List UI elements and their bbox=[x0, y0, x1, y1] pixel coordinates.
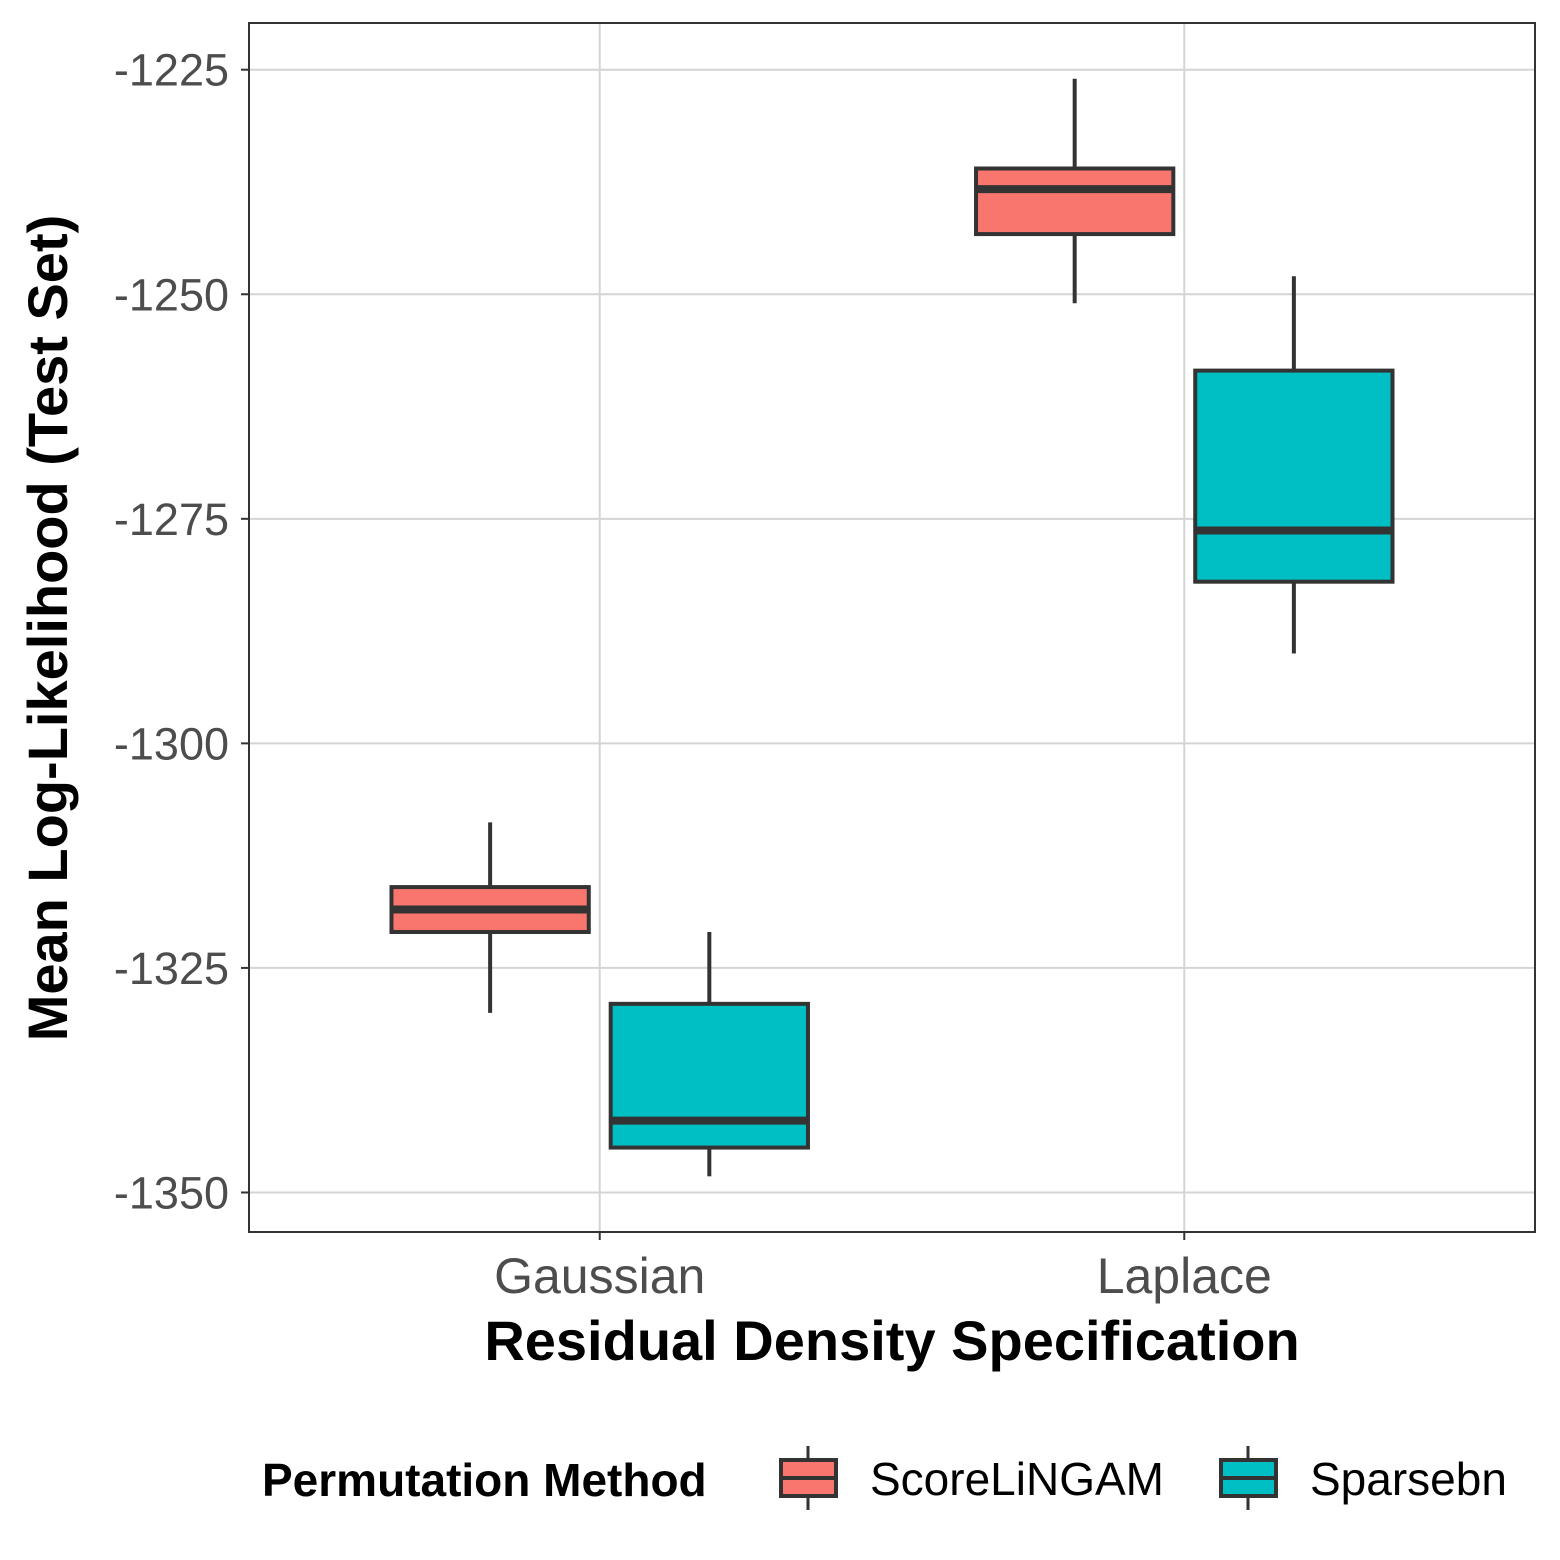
x-axis-ticks: Gaussian Laplace bbox=[494, 1232, 1272, 1304]
x-tick-label: Laplace bbox=[1097, 1248, 1272, 1304]
plot-panel-border bbox=[248, 22, 1536, 1233]
box-iqr bbox=[608, 1001, 810, 1150]
legend: Permutation Method ScoreLiNGAM Sparsebn bbox=[262, 1446, 1507, 1510]
y-tick-label: -1300 bbox=[114, 718, 229, 769]
x-axis-title: Residual Density Specification bbox=[484, 1309, 1299, 1372]
box-scorelingam-gaussian bbox=[389, 822, 591, 1013]
legend-label: Sparsebn bbox=[1310, 1453, 1507, 1505]
box-iqr bbox=[1193, 368, 1395, 584]
box-marks bbox=[389, 78, 1395, 1177]
box-sparsebn-gaussian bbox=[608, 931, 810, 1177]
y-tick-label: -1350 bbox=[114, 1167, 229, 1218]
legend-title: Permutation Method bbox=[262, 1454, 707, 1506]
grid-lines bbox=[249, 23, 1535, 1232]
legend-keys: ScoreLiNGAM Sparsebn bbox=[779, 1446, 1507, 1510]
y-tick-label: -1250 bbox=[114, 269, 229, 320]
y-tick-label: -1325 bbox=[114, 943, 229, 994]
box-scorelingam-laplace bbox=[974, 78, 1176, 304]
y-axis-ticks: -1225 -1250 -1275 -1300 -1325 -1350 bbox=[114, 45, 249, 1218]
box-sparsebn-laplace bbox=[1193, 276, 1395, 654]
legend-key-sparsebn: Sparsebn bbox=[1219, 1446, 1507, 1510]
box-iqr bbox=[974, 166, 1176, 237]
x-tick-label: Gaussian bbox=[494, 1248, 705, 1304]
legend-key-scorelingam: ScoreLiNGAM bbox=[779, 1446, 1164, 1510]
y-axis-title: Mean Log-Likelihood (Test Set) bbox=[16, 215, 79, 1042]
y-tick-label: -1275 bbox=[114, 494, 229, 545]
legend-label: ScoreLiNGAM bbox=[870, 1453, 1164, 1505]
y-tick-label: -1225 bbox=[114, 45, 229, 96]
